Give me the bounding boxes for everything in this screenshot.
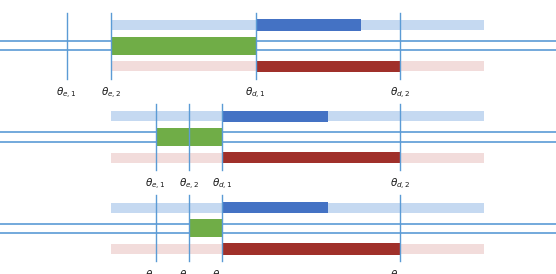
Bar bbox=[111, 61, 484, 71]
Text: $\theta_{d,1}$: $\theta_{d,1}$ bbox=[212, 177, 233, 192]
Text: $\theta_{e,1}$: $\theta_{e,1}$ bbox=[179, 269, 199, 274]
Text: $\theta_{e,2}$: $\theta_{e,2}$ bbox=[146, 269, 166, 274]
Bar bbox=[156, 128, 222, 146]
Text: $\theta_{e,2}$: $\theta_{e,2}$ bbox=[179, 177, 199, 192]
Bar bbox=[222, 202, 328, 213]
Bar bbox=[111, 244, 484, 254]
Text: $\theta_{e,2}$: $\theta_{e,2}$ bbox=[101, 86, 121, 101]
Text: $\theta_{e,1}$: $\theta_{e,1}$ bbox=[146, 177, 166, 192]
Bar bbox=[222, 111, 328, 122]
Bar bbox=[256, 19, 361, 31]
Bar bbox=[189, 219, 222, 238]
Bar bbox=[256, 61, 400, 72]
Bar bbox=[111, 203, 484, 213]
Bar bbox=[222, 243, 400, 255]
Bar bbox=[111, 153, 484, 162]
Text: $\theta_{d,1}$: $\theta_{d,1}$ bbox=[245, 86, 266, 101]
Text: $\theta_{d,1}$: $\theta_{d,1}$ bbox=[212, 269, 233, 274]
Text: $\theta_{d,2}$: $\theta_{d,2}$ bbox=[390, 269, 410, 274]
Text: $\theta_{d,2}$: $\theta_{d,2}$ bbox=[390, 86, 410, 101]
Bar bbox=[111, 20, 484, 30]
Text: $\theta_{e,1}$: $\theta_{e,1}$ bbox=[57, 86, 77, 101]
Bar bbox=[111, 112, 484, 121]
Bar bbox=[111, 36, 256, 55]
Bar bbox=[222, 152, 400, 163]
Text: $\theta_{d,2}$: $\theta_{d,2}$ bbox=[390, 177, 410, 192]
